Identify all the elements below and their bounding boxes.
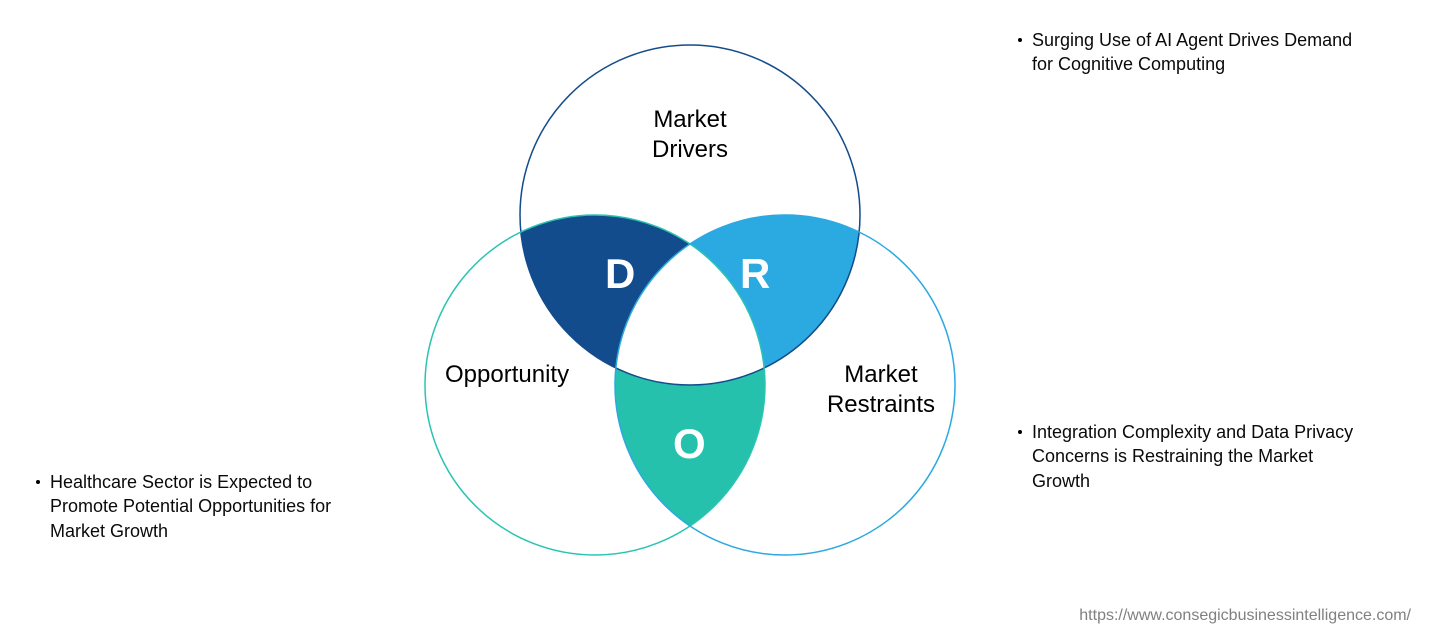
bullet-opportunity-text: Healthcare Sector is Expected to Promote…	[50, 470, 376, 543]
bullet-restraints-text: Integration Complexity and Data Privacy …	[1032, 420, 1368, 493]
bullet-dot-icon	[1018, 430, 1022, 434]
venn-diagram: MarketDrivers Opportunity MarketRestrain…	[380, 30, 1000, 580]
footer-source-url: https://www.consegicbusinessintelligence…	[1079, 607, 1411, 625]
label-market-restraints: MarketRestraints	[827, 360, 935, 420]
label-market-drivers: MarketDrivers	[652, 105, 728, 165]
bullet-dot-icon	[1018, 38, 1022, 42]
bullet-drivers: Surging Use of AI Agent Drives Demand fo…	[1018, 28, 1368, 77]
bullet-restraints: Integration Complexity and Data Privacy …	[1018, 420, 1368, 493]
lens-letter-d: D	[605, 250, 635, 298]
label-restraints-text: MarketRestraints	[827, 361, 935, 418]
bullet-opportunity: Healthcare Sector is Expected to Promote…	[36, 470, 376, 543]
lens-letter-o: O	[673, 420, 706, 468]
bullet-drivers-text: Surging Use of AI Agent Drives Demand fo…	[1032, 28, 1368, 77]
bullet-dot-icon	[36, 480, 40, 484]
lens-letter-r: R	[740, 250, 770, 298]
label-opportunity: Opportunity	[445, 360, 569, 390]
label-drivers-line1: MarketDrivers	[652, 106, 728, 163]
